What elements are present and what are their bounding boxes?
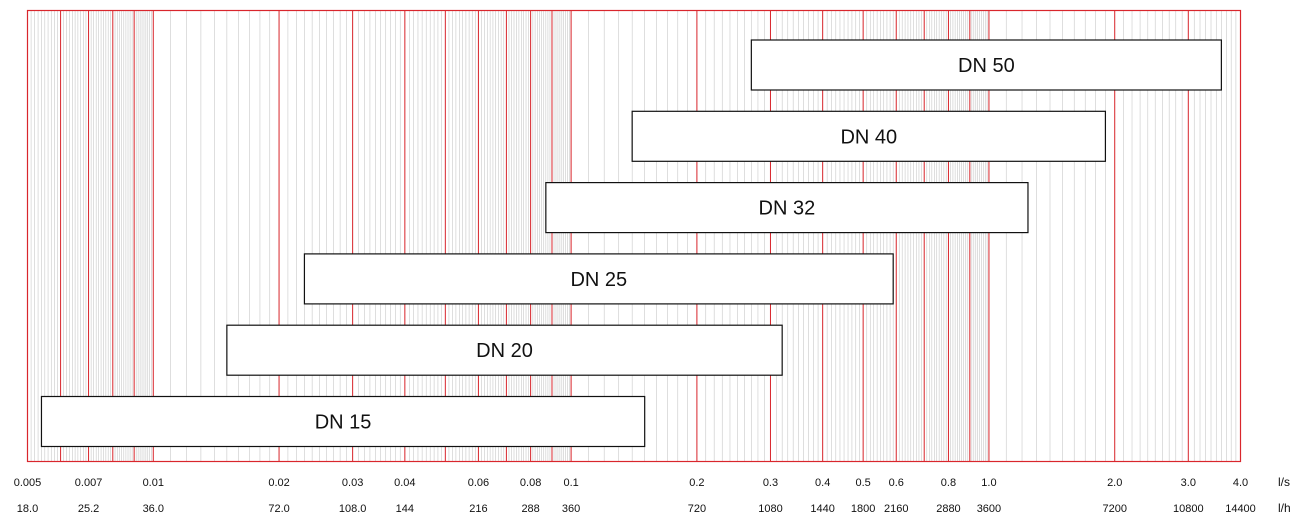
tick-label-ls: 1.0 (981, 477, 996, 489)
tick-label-lh: 144 (396, 503, 414, 515)
bar-label: DN 15 (315, 412, 372, 434)
tick-label-ls: 3.0 (1181, 477, 1196, 489)
range-bar (631, 110, 1107, 162)
plot-frame (26, 9, 1242, 463)
tick-label-lh: 720 (688, 503, 706, 515)
bar-label: DN 25 (570, 269, 627, 291)
tick-label-ls: 0.3 (763, 477, 778, 489)
tick-label-lh: 36.0 (143, 503, 164, 515)
tick-label-ls: 0.06 (468, 477, 489, 489)
tick-label-ls: 4.0 (1233, 477, 1248, 489)
tick-label-lh: 14400 (1225, 503, 1256, 515)
tick-label-ls: 0.5 (856, 477, 871, 489)
tick-label-ls: 0.6 (889, 477, 904, 489)
tick-label-ls: 0.007 (75, 477, 103, 489)
tick-label-lh: 360 (562, 503, 580, 515)
tick-label-lh: 2880 (936, 503, 960, 515)
tick-label-lh: 108.0 (339, 503, 367, 515)
x-axis-ls: 0.005 0.007 0.01 0.02 0.03 0.04 0.06 0.08 0.1 0.2… (14, 477, 1248, 489)
tick-label-ls: 2.0 (1107, 477, 1122, 489)
tick-label-lh: 288 (521, 503, 539, 515)
tick-label-ls: 0.02 (268, 477, 289, 489)
bar-label: DN 50 (958, 55, 1015, 77)
range-bar (303, 253, 894, 305)
tick-label-lh: 1800 (851, 503, 875, 515)
tick-label-lh: 216 (469, 503, 487, 515)
tick-label-ls: 0.03 (342, 477, 363, 489)
major-gridlines (60, 10, 1189, 462)
tick-label-lh: 18.0 (17, 503, 38, 515)
tick-label-lh: 1440 (810, 503, 834, 515)
tick-label-lh: 2160 (884, 503, 908, 515)
tick-label-lh: 72.0 (268, 503, 289, 515)
tick-label-ls: 0.8 (941, 477, 956, 489)
range-bar (750, 39, 1222, 91)
tick-label-ls: 0.1 (563, 477, 578, 489)
tick-label-ls: 0.01 (143, 477, 164, 489)
range-bar (226, 324, 783, 376)
bar-label: DN 40 (840, 126, 897, 148)
tick-label-ls: 0.2 (689, 477, 704, 489)
bar-label: DN 20 (476, 340, 533, 362)
tick-label-lh: 10800 (1173, 503, 1204, 515)
tick-label-ls: 0.08 (520, 477, 541, 489)
tick-label-ls: 0.04 (394, 477, 415, 489)
range-bars: DN 50 DN 40 DN 32 DN 25 DN 20 DN 15 (40, 39, 1222, 448)
bar-label: DN 32 (759, 198, 816, 220)
tick-label-lh: 1080 (758, 503, 782, 515)
tick-label-ls: 0.005 (14, 477, 42, 489)
unit-label-ls: l/s (1278, 475, 1290, 489)
tick-label-lh: 7200 (1102, 503, 1126, 515)
range-bar (40, 395, 646, 448)
tick-label-lh: 25.2 (78, 503, 99, 515)
tick-label-lh: 3600 (977, 503, 1001, 515)
unit-label-lh: l/h (1278, 501, 1291, 515)
x-axis-lh: 18.0 25.2 36.0 72.0 108.0 144 216 288 360 720 1080… (17, 503, 1256, 515)
tick-label-ls: 0.4 (815, 477, 830, 489)
range-bar (545, 182, 1029, 234)
